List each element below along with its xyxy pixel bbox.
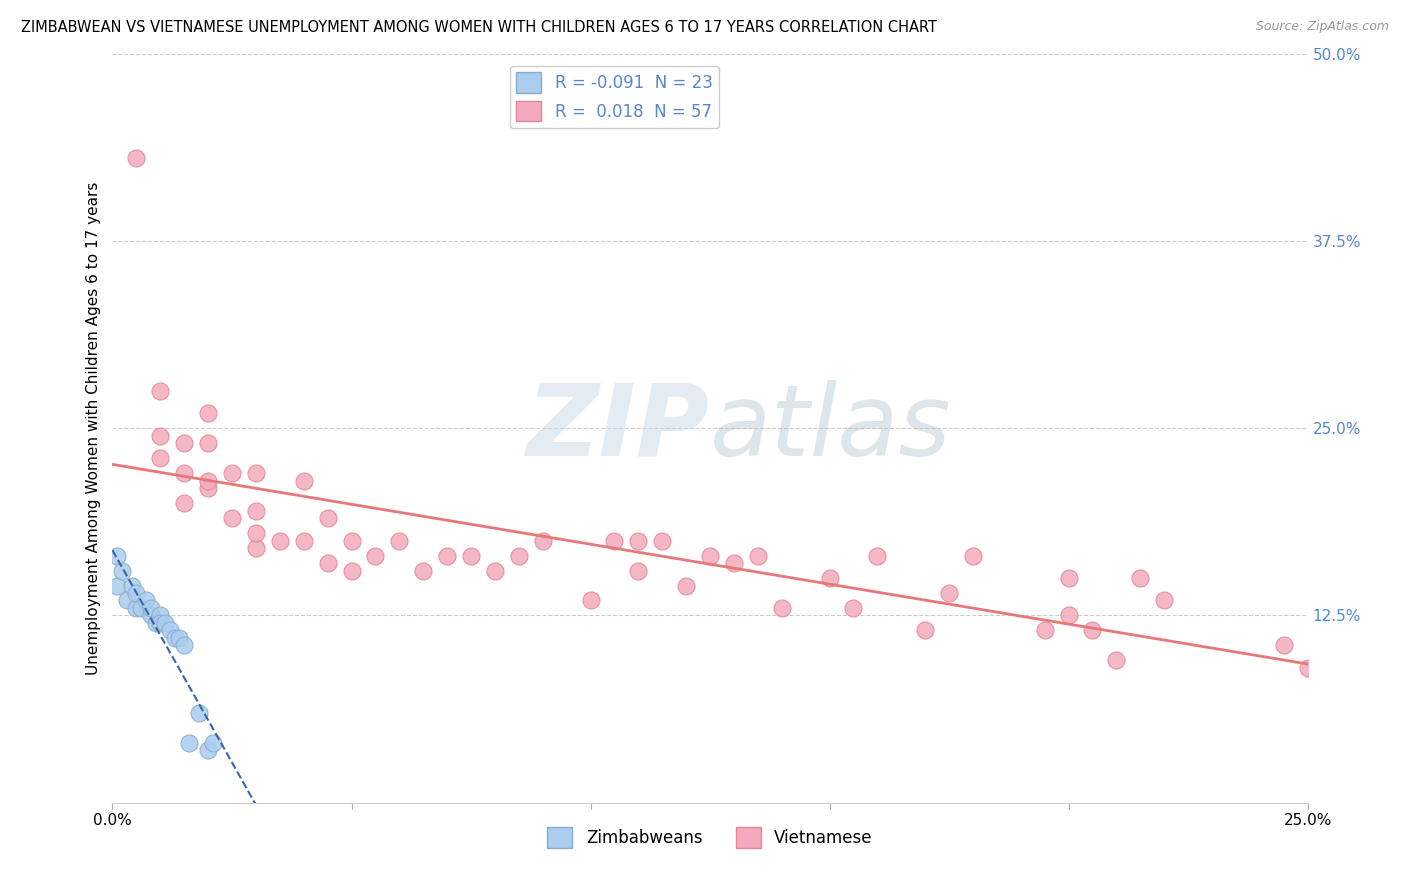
Point [1105, 653, 1128, 667]
Point [770, 601, 793, 615]
Point [173, 639, 195, 653]
Point [412, 564, 434, 578]
Point [173, 436, 195, 450]
Point [149, 615, 172, 630]
Point [627, 533, 650, 548]
Point [129, 601, 152, 615]
Text: ZIMBABWEAN VS VIETNAMESE UNEMPLOYMENT AMONG WOMEN WITH CHILDREN AGES 6 TO 17 YEA: ZIMBABWEAN VS VIETNAMESE UNEMPLOYMENT AM… [21, 20, 936, 35]
Point [1272, 639, 1295, 653]
Point [105, 578, 128, 592]
Y-axis label: Unemployment Among Women with Children Ages 6 to 17 years: Unemployment Among Women with Children A… [86, 181, 101, 675]
Point [197, 743, 219, 757]
Point [105, 549, 128, 563]
Point [531, 533, 554, 548]
Point [651, 533, 673, 548]
Point [115, 593, 138, 607]
Point [197, 474, 219, 488]
Point [1033, 624, 1056, 638]
Point [121, 578, 143, 592]
Point [699, 549, 721, 563]
Point [163, 631, 186, 645]
Point [1129, 571, 1152, 585]
Point [1057, 571, 1080, 585]
Point [292, 533, 315, 548]
Point [1057, 608, 1080, 623]
Point [125, 586, 148, 600]
Point [962, 549, 984, 563]
Point [627, 564, 650, 578]
Point [316, 511, 339, 525]
Point [197, 481, 219, 495]
Point [221, 466, 243, 480]
Point [177, 736, 200, 750]
Point [125, 601, 148, 615]
Point [1153, 593, 1175, 607]
Point [723, 556, 745, 570]
Point [675, 578, 697, 592]
Point [245, 466, 267, 480]
Point [316, 556, 339, 570]
Point [173, 496, 195, 510]
Point [340, 564, 363, 578]
Point [245, 541, 267, 555]
Point [388, 533, 411, 548]
Point [938, 586, 960, 600]
Point [292, 474, 315, 488]
Point [603, 533, 626, 548]
Point [135, 593, 157, 607]
Point [914, 624, 936, 638]
Point [269, 533, 291, 548]
Text: atlas: atlas [710, 380, 952, 476]
Point [187, 706, 209, 720]
Point [842, 601, 865, 615]
Point [197, 436, 219, 450]
Point [149, 384, 172, 398]
Point [436, 549, 458, 563]
Point [139, 608, 162, 623]
Point [125, 152, 148, 166]
Text: ZIP: ZIP [527, 380, 710, 476]
Point [139, 601, 162, 615]
Point [245, 503, 267, 517]
Point [149, 451, 172, 466]
Point [145, 615, 167, 630]
Point [364, 549, 387, 563]
Point [201, 736, 224, 750]
Point [111, 564, 134, 578]
Point [149, 428, 172, 442]
Point [169, 631, 191, 645]
Point [747, 549, 769, 563]
Point [1081, 624, 1104, 638]
Point [579, 593, 602, 607]
Point [197, 406, 219, 420]
Point [159, 624, 181, 638]
Point [484, 564, 506, 578]
Point [460, 549, 482, 563]
Point [1296, 661, 1319, 675]
Point [245, 526, 267, 541]
Point [508, 549, 530, 563]
Text: Source: ZipAtlas.com: Source: ZipAtlas.com [1256, 20, 1389, 33]
Legend: Zimbabweans, Vietnamese: Zimbabweans, Vietnamese [541, 821, 879, 855]
Point [340, 533, 363, 548]
Point [221, 511, 243, 525]
Point [149, 608, 172, 623]
Point [153, 615, 176, 630]
Point [866, 549, 889, 563]
Point [818, 571, 841, 585]
Point [173, 466, 195, 480]
